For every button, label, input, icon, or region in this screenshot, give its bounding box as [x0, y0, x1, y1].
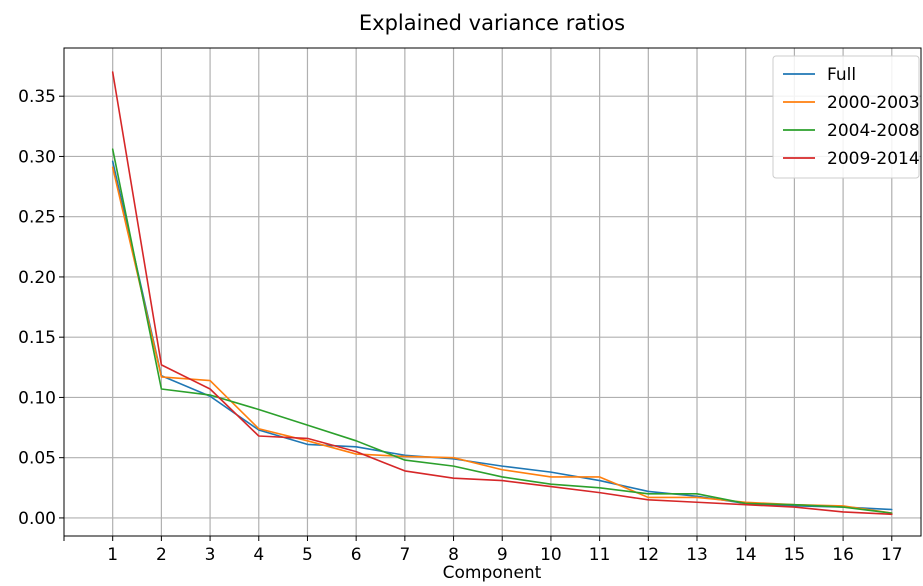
x-tick-label: 1	[107, 545, 118, 565]
x-tick-label: 9	[497, 545, 508, 565]
x-tick-label: 17	[881, 545, 903, 565]
x-tick-label: 8	[448, 545, 459, 565]
x-tick-label: 3	[205, 545, 216, 565]
x-tick-label: 2	[156, 545, 167, 565]
y-tick-label: 0.15	[18, 328, 56, 348]
y-tick-label: 0.20	[18, 268, 56, 288]
legend: Full 2000-2003 2004-2008 2009-2014	[772, 55, 920, 179]
x-tick-label: 7	[399, 545, 410, 565]
y-tick-label: 0.05	[18, 449, 56, 469]
x-tick-label: 12	[637, 545, 659, 565]
x-tick-label: 13	[686, 545, 708, 565]
series-line-4	[111, 71, 893, 516]
y-axis: 0.00 0.05 0.10 0.15 0.20 0.25 0.30 0.35	[18, 87, 64, 529]
y-tick-label: 0.35	[18, 87, 56, 107]
x-tick-label: 4	[253, 545, 264, 565]
y-tick-label: 0.25	[18, 208, 56, 228]
legend-box	[772, 55, 920, 179]
y-tick-label: 0.00	[18, 509, 56, 529]
x-tick-label: 11	[589, 545, 611, 565]
y-tick-label: 0.10	[18, 388, 56, 408]
x-tick-label: 5	[302, 545, 313, 565]
plot-area-frame	[63, 47, 922, 537]
x-axis: 1 2 3 4 5 6 7 8 9 10 11 12 13 14 15 16 17	[63, 536, 903, 565]
x-tick-label: 10	[540, 545, 562, 565]
legend-label: 2000-2003	[827, 93, 920, 113]
x-tick-label: 6	[351, 545, 362, 565]
legend-label: Full	[827, 65, 856, 85]
x-tick-label: 16	[832, 545, 854, 565]
series-line-2	[111, 166, 893, 514]
chart-title: Explained variance ratios	[359, 11, 625, 35]
x-axis-label: Component	[443, 563, 542, 582]
legend-label: 2004-2008	[827, 121, 920, 141]
series-lines	[111, 71, 893, 516]
x-tick-label: 14	[735, 545, 757, 565]
y-tick-label: 0.30	[18, 147, 56, 167]
x-tick-label: 15	[784, 545, 806, 565]
series-line-3	[111, 148, 893, 514]
legend-label: 2009-2014	[827, 149, 920, 169]
